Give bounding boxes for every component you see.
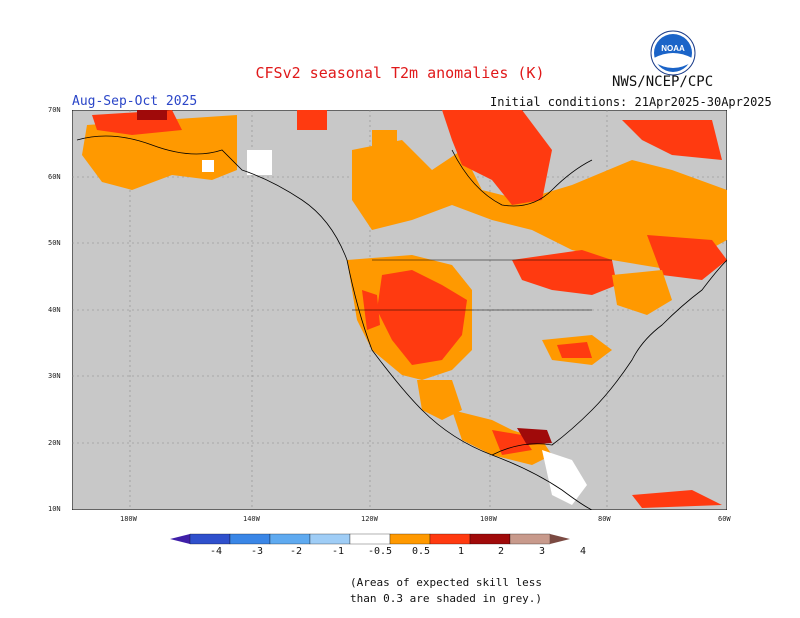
legend-swatch xyxy=(509,533,551,545)
initial-conditions-label: Initial conditions: 21Apr2025-30Apr2025 xyxy=(490,95,772,109)
footnote-line: than 0.3 are shaded in grey.) xyxy=(350,592,543,605)
svg-text:NOAA: NOAA xyxy=(661,44,685,53)
lon-label: 120W xyxy=(361,515,378,523)
lat-label: 60N xyxy=(48,173,61,181)
lat-label: 30N xyxy=(48,372,61,380)
anomaly-western-us xyxy=(347,255,472,420)
coastlines xyxy=(76,135,728,511)
legend-tick: 0.5 xyxy=(411,546,431,557)
noaa-logo: NOAA xyxy=(650,30,696,80)
lon-label: 180W xyxy=(120,515,137,523)
lat-label: 50N xyxy=(48,239,61,247)
anomaly-canada xyxy=(297,110,727,280)
legend-tick: 3 xyxy=(538,546,546,557)
legend-swatch xyxy=(469,533,511,545)
legend-arrow-right xyxy=(550,534,570,544)
agency-label: NWS/NCEP/CPC xyxy=(612,74,714,90)
legend-tick: -4 xyxy=(209,546,223,557)
lat-label: 40N xyxy=(48,306,61,314)
legend-tick: 2 xyxy=(497,546,505,557)
legend-swatch xyxy=(309,533,351,545)
legend-tick: -2 xyxy=(289,546,303,557)
legend-tick: -1 xyxy=(331,546,345,557)
map-title: CFSv2 seasonal T2m anomalies (K) xyxy=(255,64,545,82)
footnote-line: (Areas of expected skill less xyxy=(350,576,543,589)
legend-swatch xyxy=(349,533,391,545)
lat-label: 10N xyxy=(48,505,61,513)
season-label: Aug-Sep-Oct 2025 xyxy=(72,94,198,109)
anomaly-alaska xyxy=(82,110,272,190)
lon-label: 60W xyxy=(718,515,731,523)
lon-label: 140W xyxy=(243,515,260,523)
lon-label: 80W xyxy=(598,515,611,523)
anomaly-eastern-us xyxy=(512,250,672,365)
legend-swatch xyxy=(229,533,271,545)
legend-tick: -3 xyxy=(250,546,264,557)
anomaly-mexico xyxy=(452,410,722,508)
anomaly-map xyxy=(71,109,728,514)
legend-swatch xyxy=(389,533,431,545)
legend-arrow-left xyxy=(170,534,190,544)
legend-tick: -0.5 xyxy=(368,546,393,557)
legend-swatch xyxy=(269,533,311,545)
lat-label: 20N xyxy=(48,439,61,447)
legend-tick: 4 xyxy=(579,546,587,557)
legend-tick: 1 xyxy=(457,546,465,557)
legend-swatch xyxy=(189,533,231,545)
legend-swatch xyxy=(429,533,471,545)
legend-colorbar xyxy=(170,530,630,554)
lat-label: 70N xyxy=(48,106,61,114)
lon-label: 100W xyxy=(480,515,497,523)
